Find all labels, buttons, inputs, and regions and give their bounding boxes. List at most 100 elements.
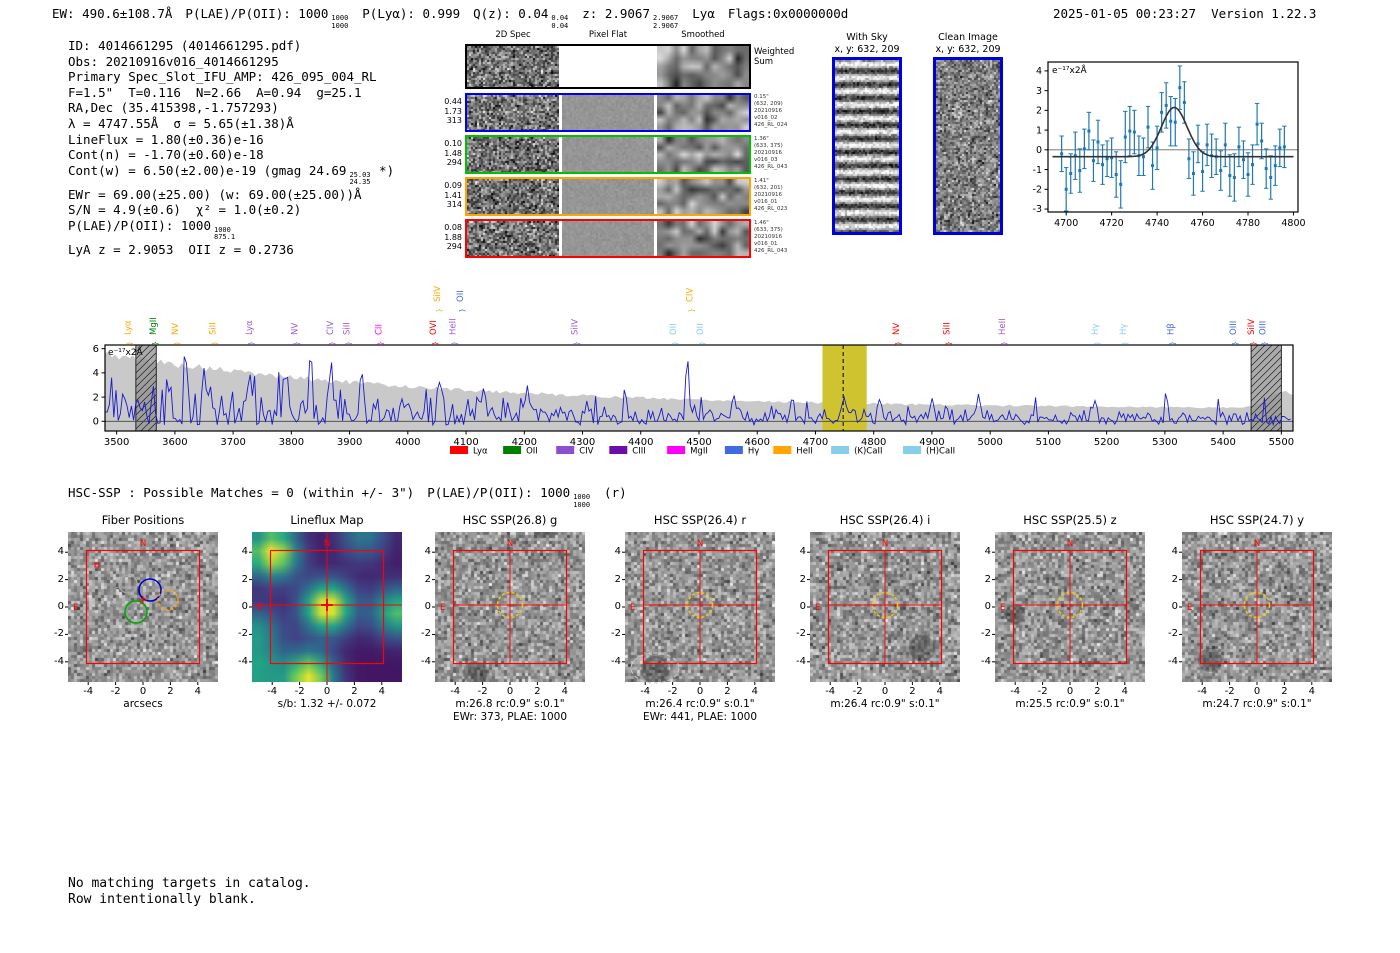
spectrum-svg: 3500 3600 3700 3800 3900 4000 4100 4200 4300 4400… <box>93 286 1294 457</box>
segment-text: (r) <box>604 485 627 500</box>
fraction-stack: 1000 875.1 <box>214 226 235 242</box>
emission-line-label: OII <box>669 323 679 335</box>
compass-east-label: E <box>1187 603 1192 613</box>
y-tick-label: 0 <box>241 601 248 612</box>
emission-line-label: OIII <box>1259 321 1269 335</box>
fraction-stack: 1000 1000 <box>331 14 348 30</box>
emission-line-label: Lyα <box>124 320 134 335</box>
hatch-line <box>1255 405 1282 432</box>
info-value: 20210916 <box>754 192 782 198</box>
line-label-brace: { <box>435 308 443 312</box>
y-tick-label: 2 <box>984 573 991 585</box>
x-tick-label: -2 <box>667 686 678 697</box>
legend-label: Hγ <box>748 447 759 457</box>
fraction-bottom: 0.04 <box>551 21 569 30</box>
y-tick-label: 4 <box>1036 66 1042 77</box>
flux-units-annotation: e⁻¹⁷x2Å <box>1052 64 1088 76</box>
y-tick-label: 4 <box>984 546 991 558</box>
weighted-sum-label: Weighted Sum <box>754 47 795 67</box>
cutout-caption: m:26.4 rc:0.9" s:0.1" <box>645 698 755 710</box>
catalog-note-line1: No matching targets in catalog. <box>68 876 311 891</box>
info-line-text: S/N = 4.9(±0.6) χ² = 1.0(±0.2) <box>68 202 302 218</box>
x-tick-label: 5500 <box>1269 437 1294 448</box>
compass-north-label: N <box>1254 539 1260 549</box>
legend-label: CIII <box>632 447 645 457</box>
x-tick-label: 0 <box>696 686 704 697</box>
data-point <box>1087 129 1091 133</box>
x-tick-label: -2 <box>477 686 488 697</box>
legend-label: MgII <box>690 447 708 457</box>
x-tick-label: 0 <box>881 686 889 697</box>
y-tick-label: 4 <box>424 546 431 558</box>
x-tick-label: 5300 <box>1152 437 1177 448</box>
fiber-spec2d-row <box>465 219 751 258</box>
x-tick-label: 4 <box>378 686 385 697</box>
info-value: 1.46" <box>754 220 769 226</box>
y-tick-label: 2 <box>93 392 99 403</box>
y-tick-label: -2 <box>421 628 431 640</box>
spec2d-image <box>467 95 559 130</box>
emission-line-label: OIII <box>1229 321 1239 335</box>
emission-line-label: SiIV <box>570 319 580 335</box>
info-line-text: P(LAE)/P(OII): 1000 <box>68 217 211 233</box>
fraction-bottom: 1000 <box>573 500 591 509</box>
smoothed-image <box>657 95 749 130</box>
legend-label: Lyα <box>473 447 488 457</box>
compass-north-label: N <box>507 539 513 549</box>
aperture-circle <box>686 591 714 619</box>
y-tick-label: 0 <box>424 601 431 612</box>
data-point <box>1282 145 1286 149</box>
x-tick-label: 4600 <box>745 437 770 448</box>
cutout-title: HSC SSP(26.4) r <box>653 513 747 527</box>
y-tick-label: 2 <box>424 573 431 585</box>
compass-east-label: E <box>73 603 78 613</box>
aperture-circle <box>1056 591 1084 619</box>
fraction-bottom: 24.35 <box>349 178 371 187</box>
line-label-brace: { <box>151 341 159 345</box>
x-tick-label: 5200 <box>1094 437 1119 448</box>
marker-square <box>94 562 100 568</box>
pixel-flat-image <box>562 221 654 256</box>
spec2d-image <box>467 179 559 214</box>
fraction-stack: 1000 1000 <box>573 493 591 509</box>
line-label-brace: { <box>1121 341 1129 345</box>
data-point <box>1223 143 1227 147</box>
row-left-stats: 0.09 1.41 314 <box>440 181 462 210</box>
info-line-text: F=1.5" T=0.116 N=2.66 A=0.94 g=25.1 <box>68 84 362 100</box>
compass-north-label: N <box>1067 539 1073 549</box>
aperture-circle <box>1243 591 1271 619</box>
cutout-caption: m:26.4 rc:0.9" s:0.1" <box>830 698 940 710</box>
y-tick-label: -2 <box>54 628 64 640</box>
text-segment: EW: 490.6±108.7Å <box>52 6 172 21</box>
x-tick-label: 4800 <box>861 437 886 448</box>
spec2d-image <box>467 221 559 256</box>
fraction-stack: 2.9067 2.9067 <box>653 14 678 30</box>
stat-value: 1.88 <box>444 232 462 242</box>
data-point <box>1105 157 1109 161</box>
row-right-info: 1.36" (633, 375) 20210916 v016_03 426_RL_043 <box>754 136 800 171</box>
legend-swatch <box>903 446 921 454</box>
info-line-text: RA,Dec (35.415398,-1.757293) <box>68 100 279 116</box>
data-point <box>1255 122 1259 126</box>
emission-line-label: NV <box>892 323 902 335</box>
x-tick-label: 5400 <box>1210 437 1235 448</box>
y-tick-label: -2 <box>238 628 248 640</box>
info-value: v016_03 <box>754 157 778 163</box>
emission-line-label: HeII <box>998 318 1008 335</box>
hatch-line <box>1250 344 1266 360</box>
contour-ellipse <box>630 652 680 684</box>
data-point <box>1182 100 1186 104</box>
text-segment: Lyα <box>692 6 715 21</box>
info-line-text: EWr = 69.00(±25.00) (w: 69.00(±25.00))Å <box>68 186 362 202</box>
row-right-info: 1.41" (632, 201) 20210916 v016_01 426_RL_023 <box>754 178 800 213</box>
segment-text: Q(z): 0.04 <box>473 6 549 21</box>
stat-value: 313 <box>446 116 462 125</box>
x-tick-label: 4000 <box>395 437 420 448</box>
y-tick-label: -4 <box>611 655 621 667</box>
y-tick-label: 6 <box>93 344 99 355</box>
x-tick-label: 4100 <box>453 437 478 448</box>
cutout-title: HSC SSP(26.4) i <box>839 513 931 527</box>
